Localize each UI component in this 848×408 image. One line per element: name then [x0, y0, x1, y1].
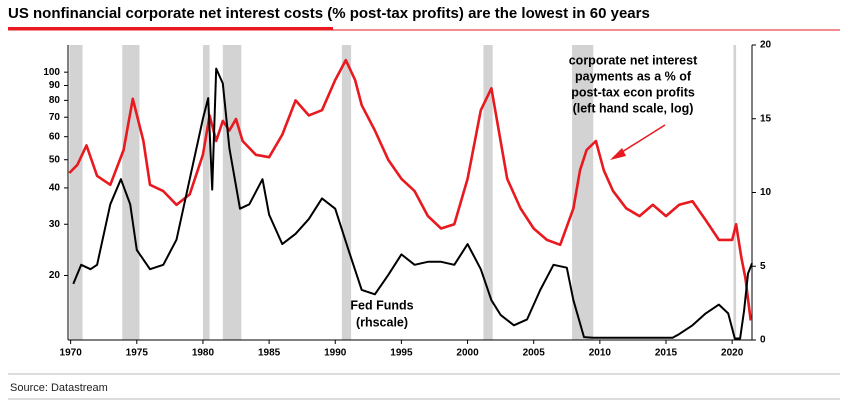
recession-band: [122, 45, 140, 340]
y-tick-label: 70: [49, 112, 61, 123]
annotation: payments as a % of: [575, 69, 692, 83]
source-note: Source: Datastream: [10, 382, 108, 394]
recession-band: [483, 45, 493, 340]
annotation: (left hand scale, log): [573, 101, 694, 115]
y-tick-label: 80: [49, 95, 61, 106]
y-tick-label: 60: [49, 131, 61, 142]
x-tick-label: 2015: [655, 348, 678, 359]
annotation: post-tax econ profits: [571, 85, 695, 99]
chart-title: US nonfinancial corporate net interest c…: [8, 5, 650, 22]
x-tick-label: 1980: [192, 348, 215, 359]
y-tick-label: 20: [49, 270, 61, 281]
x-tick-label: 1985: [258, 348, 281, 359]
y-tick-label: 90: [49, 80, 61, 91]
y-tick-label: 50: [49, 154, 61, 165]
x-tick-label: 1995: [390, 348, 413, 359]
recession-band: [222, 45, 242, 340]
x-tick-label: 2005: [523, 348, 546, 359]
recession-band: [733, 45, 737, 340]
y2-tick-label: 0: [760, 335, 766, 346]
series-line: [72, 67, 753, 340]
recession-band: [202, 45, 210, 340]
y2-tick-label: 10: [760, 187, 772, 198]
y-tick-label: 100: [43, 67, 60, 78]
y2-tick-label: 15: [760, 113, 772, 124]
recession-band: [69, 45, 83, 340]
recession-band: [572, 45, 594, 340]
x-tick-label: 1990: [324, 348, 347, 359]
x-tick-label: 1975: [126, 348, 149, 359]
annotation: corporate net interest: [569, 53, 698, 67]
series-line: [68, 58, 752, 321]
recession-band: [341, 45, 352, 340]
annotation-arrowhead: [610, 148, 626, 160]
x-tick-label: 1970: [60, 348, 83, 359]
x-tick-label: 2020: [721, 348, 744, 359]
y-tick-label: 30: [49, 219, 61, 230]
x-tick-label: 2010: [589, 348, 612, 359]
annotation: Fed Funds: [350, 298, 413, 312]
y-tick-label: 40: [49, 183, 61, 194]
title-accent: [8, 27, 333, 30]
y2-tick-label: 5: [760, 261, 766, 272]
y2-tick-label: 20: [760, 40, 772, 51]
x-tick-label: 2000: [456, 348, 479, 359]
annotation: (rhscale): [356, 315, 408, 329]
